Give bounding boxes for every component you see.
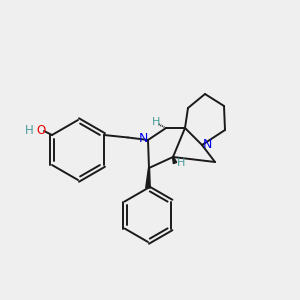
Text: H: H (177, 158, 185, 168)
Text: N: N (138, 133, 148, 146)
Text: O: O (36, 124, 45, 137)
Polygon shape (146, 168, 150, 188)
Text: N: N (202, 137, 212, 151)
Text: H: H (152, 117, 160, 127)
Polygon shape (172, 157, 177, 164)
Text: H: H (25, 124, 34, 137)
